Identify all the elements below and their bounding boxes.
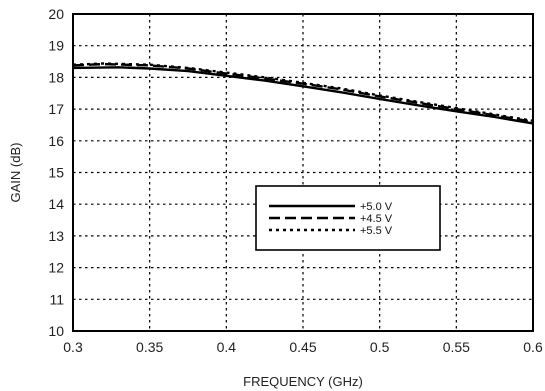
grid xyxy=(73,14,533,331)
legend-box xyxy=(255,185,441,251)
x-axis-title: FREQUENCY (GHz) xyxy=(243,374,363,389)
y-tick-label: 17 xyxy=(48,101,64,117)
y-axis-title: GAIN (dB) xyxy=(8,143,23,203)
y-tick-label: 19 xyxy=(48,38,64,54)
x-tick-label: 0.6 xyxy=(523,339,543,355)
x-tick-label: 0.55 xyxy=(443,339,470,355)
x-tick-label: 0.4 xyxy=(217,339,237,355)
legend-label-3: +5.5 V xyxy=(360,225,393,237)
y-tick-label: 15 xyxy=(48,165,64,181)
axis-ticks: 0.3 0.35 0.4 0.45 0.5 0.55 0.6 10 11 12 13 14 15 16 17… xyxy=(48,6,543,355)
y-tick-label: 16 xyxy=(48,133,64,149)
x-tick-label: 0.45 xyxy=(289,339,316,355)
legend-label-2: +4.5 V xyxy=(360,213,393,225)
series-line-3 xyxy=(72,62,534,122)
y-tick-label: 20 xyxy=(48,6,64,22)
series-group xyxy=(72,62,534,125)
y-tick-label: 12 xyxy=(48,260,64,276)
x-tick-label: 0.35 xyxy=(136,339,163,355)
series-line-1 xyxy=(72,66,534,125)
legend: +5.0 V+4.5 V+5.5 V xyxy=(255,185,441,251)
y-tick-label: 10 xyxy=(48,323,64,339)
plot-area-frame xyxy=(72,13,534,332)
x-tick-label: 0.5 xyxy=(370,339,390,355)
y-tick-label: 14 xyxy=(48,196,64,212)
legend-label-1: +5.0 V xyxy=(360,201,393,213)
x-tick-label: 0.3 xyxy=(63,339,83,355)
y-tick-label: 18 xyxy=(48,69,64,85)
y-tick-label: 11 xyxy=(49,291,64,307)
y-tick-label: 13 xyxy=(48,228,64,244)
